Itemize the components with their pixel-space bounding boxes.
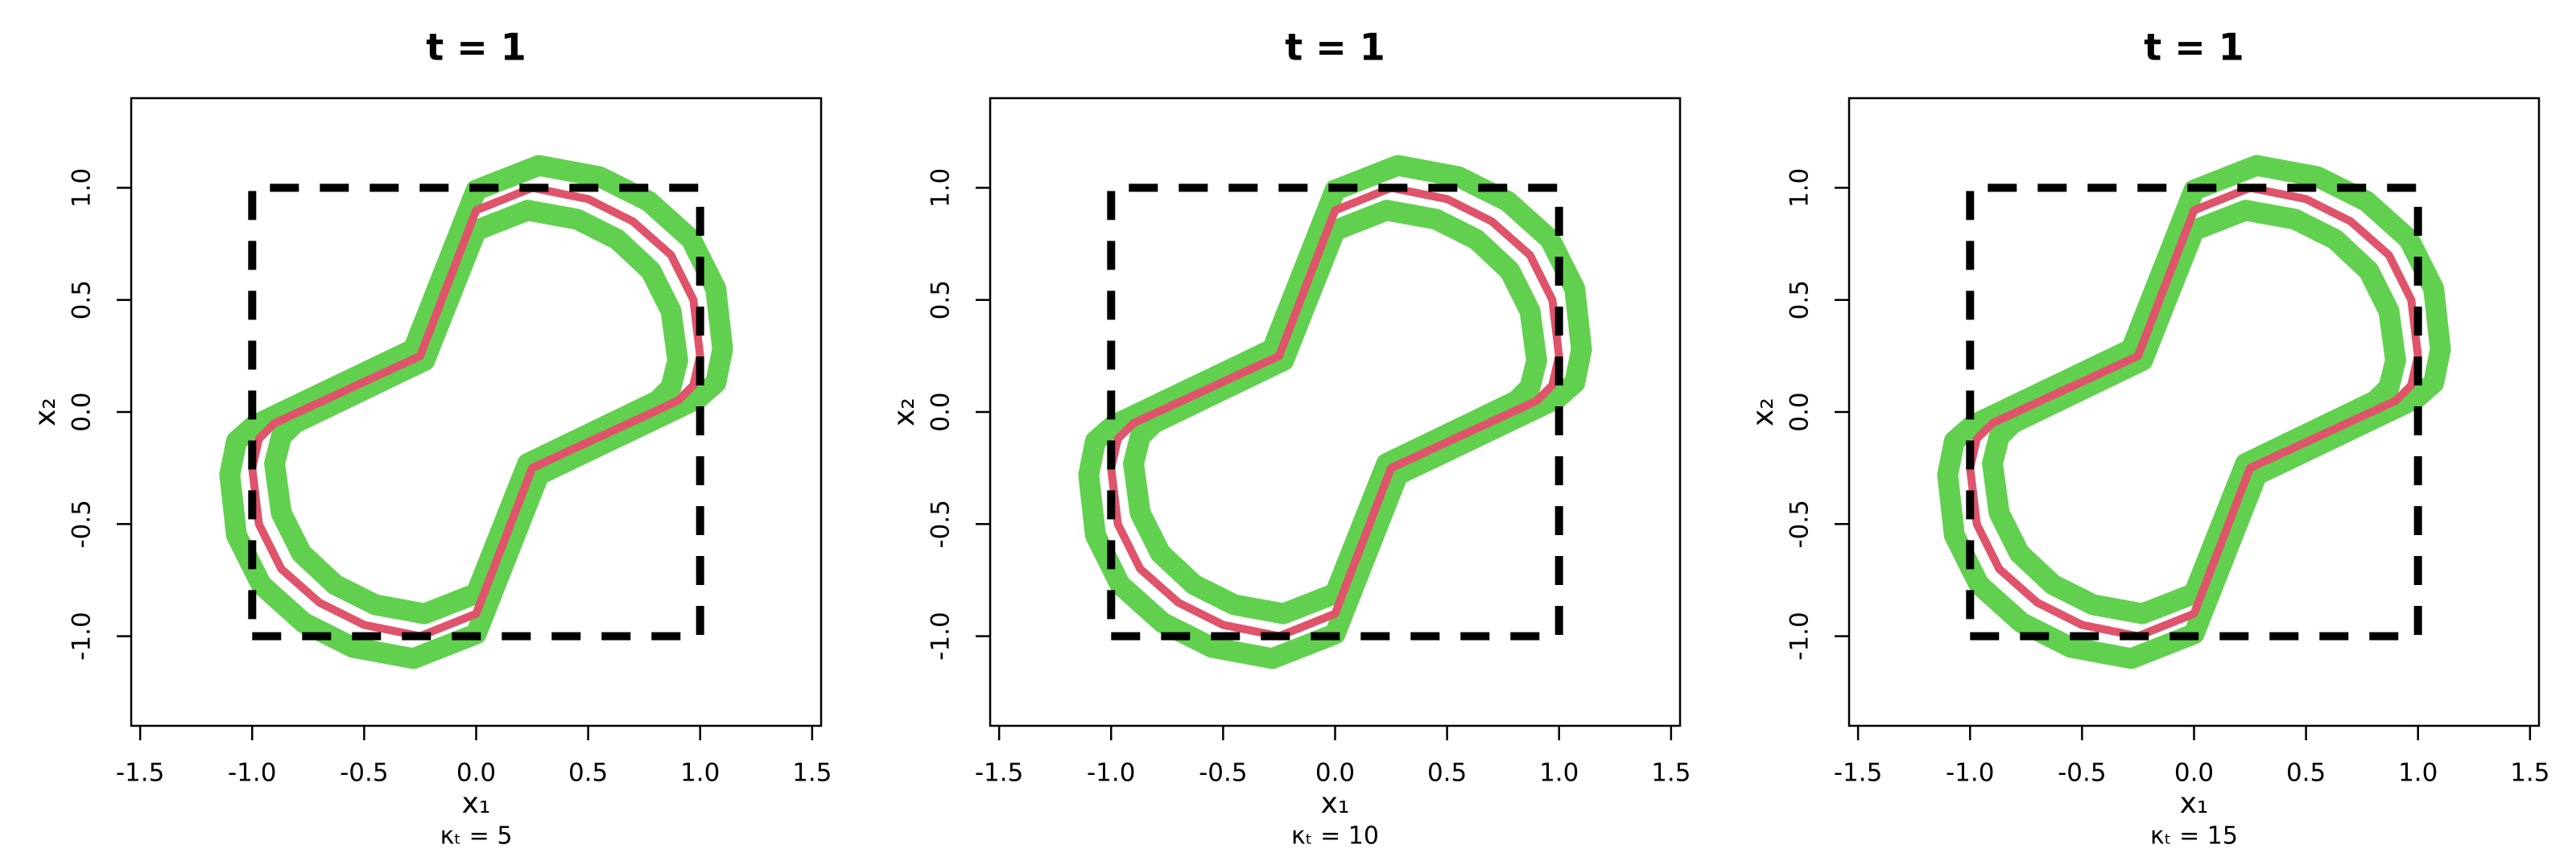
y-tick-label: 0.0 — [927, 392, 956, 431]
x-tick-label: -1.0 — [1946, 759, 1995, 788]
panel-title: t = 1 — [426, 26, 526, 69]
subtitle: κₜ = 5 — [440, 822, 513, 851]
y-tick-label: -0.5 — [927, 500, 956, 549]
y-tick-label: 0.5 — [1785, 280, 1814, 319]
panel-title: t = 1 — [2144, 26, 2244, 69]
y-tick-label: 1.0 — [927, 168, 956, 208]
subtitle: κₜ = 10 — [1291, 822, 1379, 851]
y-tick-label: 0.0 — [68, 392, 97, 431]
x-axis-label: x₁ — [2180, 787, 2209, 820]
y-tick-label: -1.0 — [927, 612, 956, 661]
panel-title: t = 1 — [1285, 26, 1385, 69]
x-tick-label: -0.5 — [1199, 759, 1248, 788]
x-tick-label: 0.0 — [456, 759, 496, 788]
x-tick-label: 1.5 — [2510, 759, 2549, 788]
x-tick-label: 1.5 — [1651, 759, 1690, 788]
panel: t = 1 -1.5 -1.0 -0.5 0.0 0.5 1.0 1.5 -1.0 -0.5 0.0… — [1747, 26, 2550, 851]
x-axis-label: x₁ — [1321, 787, 1350, 820]
y-tick-label: 0.0 — [1785, 392, 1814, 431]
y-axis-label: x₂ — [1747, 398, 1780, 426]
curve — [1123, 200, 1547, 624]
x-axis-label: x₁ — [462, 787, 491, 820]
curve — [1982, 200, 2406, 624]
x-tick-label: 0.0 — [2174, 759, 2214, 788]
x-tick-label: -1.5 — [975, 759, 1024, 788]
x-tick-label: 1.5 — [792, 759, 832, 788]
curve — [264, 200, 688, 624]
y-tick-label: -1.0 — [1785, 612, 1814, 661]
y-tick-label: 0.5 — [68, 280, 97, 319]
x-tick-label: 0.0 — [1315, 759, 1355, 788]
plot-area — [1078, 154, 1592, 669]
plot-area — [1937, 154, 2451, 669]
y-tick-label: -0.5 — [1785, 500, 1814, 549]
y-axis-label: x₂ — [29, 398, 62, 426]
plot-area — [219, 154, 733, 669]
x-tick-label: 0.5 — [568, 759, 608, 788]
curve — [1937, 154, 2451, 669]
y-tick-label: -0.5 — [68, 500, 97, 549]
y-tick-label: 0.5 — [927, 280, 956, 319]
x-tick-label: -1.5 — [116, 759, 165, 788]
y-axis-label: x₂ — [888, 398, 921, 426]
x-tick-label: 1.0 — [2398, 759, 2438, 788]
x-tick-label: -0.5 — [2058, 759, 2107, 788]
subtitle: κₜ = 15 — [2150, 822, 2238, 851]
panel: t = 1 -1.5 -1.0 -0.5 0.0 0.5 1.0 1.5 -1.0 -0.5 0.0… — [29, 26, 832, 851]
y-tick-label: 1.0 — [68, 168, 97, 208]
x-tick-label: -1.0 — [228, 759, 277, 788]
x-tick-label: 1.0 — [1539, 759, 1579, 788]
y-tick-label: 1.0 — [1785, 168, 1814, 208]
panel: t = 1 -1.5 -1.0 -0.5 0.0 0.5 1.0 1.5 -1.0 -0.5 0.0… — [888, 26, 1691, 851]
x-tick-label: -1.5 — [1834, 759, 1883, 788]
x-tick-label: -1.0 — [1087, 759, 1136, 788]
curve — [1078, 154, 1592, 669]
x-tick-label: 0.5 — [2286, 759, 2326, 788]
y-tick-label: -1.0 — [68, 612, 97, 661]
x-tick-label: -0.5 — [340, 759, 389, 788]
x-tick-label: 0.5 — [1427, 759, 1467, 788]
curve — [219, 154, 733, 669]
x-tick-label: 1.0 — [680, 759, 720, 788]
